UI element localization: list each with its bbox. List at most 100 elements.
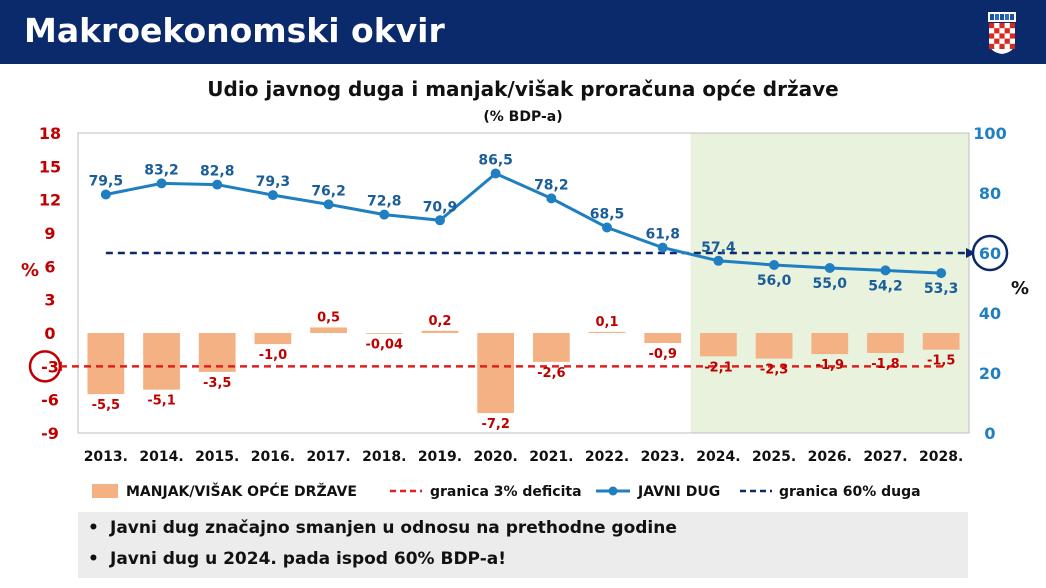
deficit-bar bbox=[922, 333, 960, 350]
debt-point bbox=[156, 178, 167, 189]
bar-data-labels: -5,5 -5,1 -3,5 -1,0 0,5 -0,04 0,2 -7,2 -2,6 0,1 -0… bbox=[92, 310, 956, 432]
notes-box: • Javni dug značajno smanjen u odnosu na … bbox=[78, 512, 968, 578]
x-axis-tick-label: 2016. bbox=[251, 449, 295, 465]
x-axis-tick-label: 2020. bbox=[474, 449, 518, 465]
debt-value-label: 86,5 bbox=[478, 153, 513, 169]
bar-value-label: -7,2 bbox=[481, 417, 509, 432]
legend-debt-swatch-marker bbox=[608, 486, 618, 496]
deficit-bar bbox=[867, 333, 904, 353]
left-axis-label: % bbox=[21, 260, 39, 281]
right-axis-tick-label: 20 bbox=[979, 364, 1001, 383]
right-axis-highlight-circle bbox=[971, 234, 1009, 272]
right-axis-tick-label: 80 bbox=[979, 184, 1001, 203]
bar-value-label: -0,9 bbox=[649, 347, 677, 362]
right-axis-tick-label: 60 bbox=[979, 244, 1001, 263]
chart-title: Udio javnog duga i manjak/višak proračun… bbox=[207, 77, 838, 101]
x-axis-tick-label: 2015. bbox=[195, 449, 239, 465]
debt-point bbox=[100, 189, 111, 200]
debt-value-label: 82,8 bbox=[200, 164, 235, 180]
debt-point bbox=[657, 242, 668, 253]
note-item: • Javni dug u 2024. pada ispod 60% BDP-a! bbox=[88, 549, 506, 569]
right-axis-ticks: 100 80 60 40 20 0 bbox=[971, 124, 1009, 443]
left-axis-tick-label: 15 bbox=[39, 157, 61, 176]
debt-point bbox=[824, 263, 835, 273]
forecast-shading bbox=[690, 133, 969, 433]
bar-value-label: -1,0 bbox=[259, 348, 287, 363]
left-axis-tick-label: 6 bbox=[44, 257, 55, 276]
bar-value-label: -1,9 bbox=[816, 358, 844, 373]
bar-value-label: -2,1 bbox=[704, 360, 732, 375]
bar-value-label: -1,5 bbox=[927, 354, 955, 369]
x-axis-tick-label: 2025. bbox=[752, 449, 796, 465]
deficit-bar bbox=[532, 333, 570, 362]
debt-value-label: 57,4 bbox=[701, 240, 736, 256]
x-axis-tick-label: 2027. bbox=[863, 449, 907, 465]
deficit-bar bbox=[421, 330, 459, 333]
debt-point bbox=[434, 215, 445, 226]
debt-point bbox=[212, 179, 223, 190]
bar-value-label: 0,5 bbox=[317, 310, 340, 325]
note-item: • Javni dug značajno smanjen u odnosu na … bbox=[88, 518, 677, 538]
x-axis-ticks: 2013. 2014. 2015. 2016. 2017. 2018. 2019. 2020.… bbox=[84, 449, 964, 465]
debt-line bbox=[105, 171, 942, 275]
debt-value-label: 68,5 bbox=[590, 207, 625, 223]
debt-point bbox=[490, 168, 501, 179]
x-axis-tick-label: 2014. bbox=[139, 449, 183, 465]
x-axis-tick-label: 2018. bbox=[362, 449, 406, 465]
bar-value-label: -1,8 bbox=[871, 357, 899, 372]
debt-value-label: 79,5 bbox=[89, 174, 124, 190]
x-axis-tick-label: 2023. bbox=[641, 449, 685, 465]
left-axis-tick-label: -3 bbox=[41, 357, 59, 376]
left-axis-tick-label: 9 bbox=[44, 224, 55, 243]
legend-debt-label: JAVNI DUG bbox=[637, 484, 720, 500]
bar-value-label: 0,1 bbox=[596, 315, 619, 330]
debt-point bbox=[546, 193, 557, 204]
deficit-bar bbox=[254, 333, 292, 345]
debt-value-label: 53,3 bbox=[924, 281, 959, 297]
left-axis-tick-label: 0 bbox=[44, 324, 55, 343]
debt-point bbox=[323, 199, 334, 210]
debt-point bbox=[267, 190, 278, 201]
debt-point bbox=[769, 260, 780, 270]
debt-value-label: 54,2 bbox=[868, 278, 903, 294]
deficit-bar bbox=[700, 333, 737, 357]
left-axis-tick-label: -9 bbox=[41, 424, 59, 443]
left-axis-tick-label: 12 bbox=[39, 191, 61, 210]
legend-bar-label: MANJAK/VIŠAK OPĆE DRŽAVE bbox=[126, 482, 357, 500]
header-bar: Makroekonomski okvir bbox=[0, 0, 1046, 64]
deficit-bar bbox=[477, 333, 515, 413]
chart: Udio javnog duga i manjak/višak proračun… bbox=[21, 77, 1029, 500]
x-axis-tick-label: 2024. bbox=[696, 449, 740, 465]
debt-value-label: 56,0 bbox=[757, 273, 792, 289]
debt-point bbox=[880, 265, 891, 276]
debt-data-labels: 79,5 83,2 82,8 79,3 76,2 72,8 70,9 86,5 78,2 68,5… bbox=[89, 153, 959, 298]
x-axis-tick-label: 2019. bbox=[418, 449, 462, 465]
right-axis-tick-label: 0 bbox=[984, 424, 995, 443]
left-axis-tick-label: -6 bbox=[41, 391, 59, 410]
legend-debt-limit-label: granica 60% duga bbox=[779, 484, 921, 500]
debt-point bbox=[936, 268, 947, 279]
left-axis-tick-label: 3 bbox=[44, 291, 55, 310]
deficit-bar bbox=[365, 333, 403, 334]
chart-subtitle: (% BDP-a) bbox=[483, 109, 562, 125]
x-axis-tick-label: 2021. bbox=[529, 449, 573, 465]
x-axis-tick-label: 2013. bbox=[84, 449, 128, 465]
note-text: Javni dug u 2024. pada ispod 60% BDP-a! bbox=[110, 549, 506, 569]
deficit-bar bbox=[588, 331, 626, 333]
deficit-bar bbox=[143, 333, 180, 390]
debt-value-label: 70,9 bbox=[423, 199, 458, 215]
debt-value-label: 83,2 bbox=[144, 162, 179, 178]
legend-bar-swatch bbox=[92, 484, 118, 498]
debt-value-label: 61,8 bbox=[645, 227, 680, 243]
right-axis-tick-label: 100 bbox=[973, 124, 1006, 143]
left-axis-highlight-circle bbox=[28, 350, 62, 383]
legend-deficit-limit-label: granica 3% deficita bbox=[430, 484, 582, 500]
x-axis-tick-label: 2017. bbox=[306, 449, 350, 465]
left-axis-ticks: 18 15 12 9 6 3 0 -3 -6 -9 bbox=[28, 124, 62, 443]
x-axis-tick-label: 2022. bbox=[585, 449, 629, 465]
debt-point bbox=[602, 222, 613, 233]
x-axis-tick-label: 2026. bbox=[808, 449, 852, 465]
debt-value-label: 76,2 bbox=[311, 183, 346, 199]
deficit-bar bbox=[310, 327, 347, 333]
bar-value-label: -0,04 bbox=[366, 337, 403, 352]
